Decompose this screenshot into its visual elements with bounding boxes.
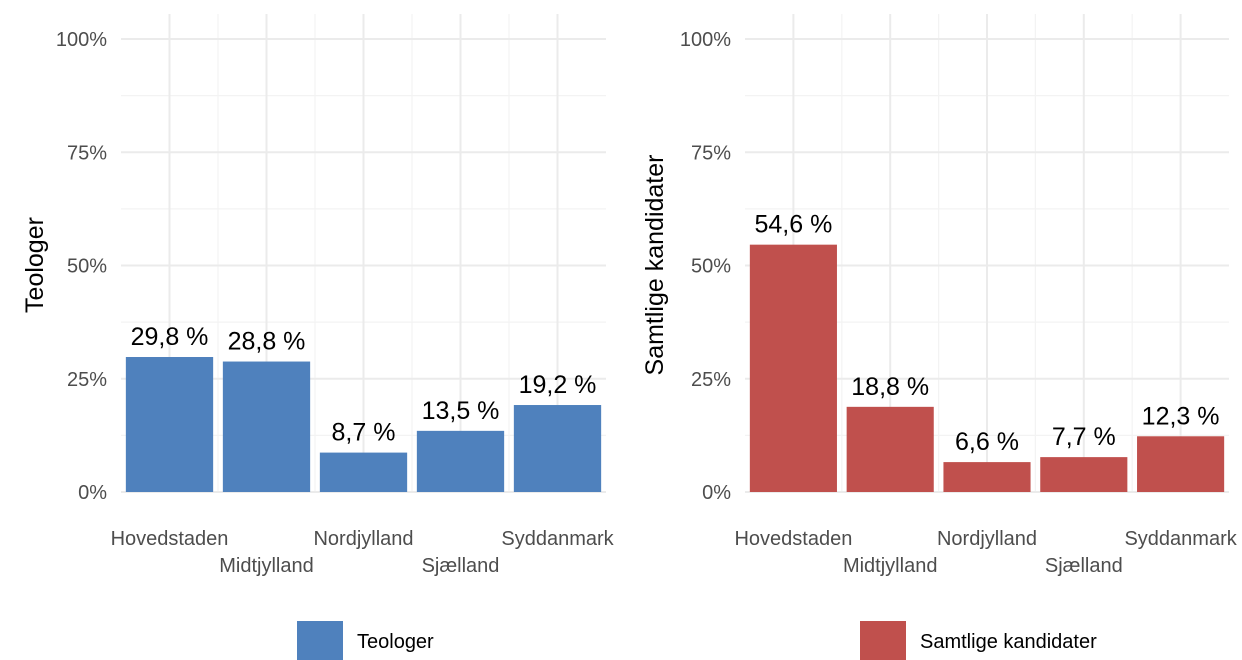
- bar-sjælland: [416, 430, 505, 492]
- x-tick-label: Syddanmark: [501, 528, 614, 550]
- chart-panel-2: 0% 25% 50% 75% 100% 54,6 % 18,8 % 6,6 % 7,7 % 12,…: [641, 14, 1238, 660]
- y-tick-label: 25%: [67, 369, 107, 391]
- bar-syddanmark: [513, 405, 602, 492]
- data-label: 19,2 %: [519, 371, 597, 399]
- legend-label: Samtlige kandidater: [920, 631, 1097, 653]
- y-tick-label: 0%: [702, 482, 731, 504]
- legend-swatch: [860, 621, 906, 660]
- bar-sjælland: [1040, 457, 1128, 492]
- legend-swatch: [297, 621, 343, 660]
- y-tick-label: 75%: [67, 142, 107, 164]
- data-label: 28,8 %: [228, 328, 306, 356]
- y-axis-title: Samtlige kandidater: [641, 155, 669, 376]
- chart-panel-1: 0% 25% 50% 75% 100% 29,8 % 28,8 % 8,7 % 13,5 % 19…: [21, 14, 615, 660]
- data-label: 8,7 %: [332, 419, 396, 447]
- data-label: 6,6 %: [955, 428, 1019, 456]
- x-tick-label: Midtjylland: [219, 555, 313, 577]
- y-tick-label: 0%: [78, 482, 107, 504]
- x-tick-label: Sjælland: [1045, 555, 1123, 577]
- x-tick-label: Nordjylland: [313, 528, 413, 550]
- x-tick-label: Nordjylland: [937, 528, 1037, 550]
- bar-nordjylland: [319, 452, 408, 492]
- y-tick-label: 50%: [691, 256, 731, 278]
- bar-hovedstaden: [125, 357, 214, 492]
- x-tick-label: Hovedstaden: [111, 528, 229, 550]
- data-label: 29,8 %: [131, 323, 209, 351]
- data-label: 18,8 %: [851, 373, 929, 401]
- x-tick-label: Syddanmark: [1124, 528, 1237, 550]
- bar-nordjylland: [943, 462, 1031, 492]
- bar-syddanmark: [1137, 436, 1225, 492]
- bar-hovedstaden: [749, 244, 837, 492]
- x-tick-label: Sjælland: [422, 555, 500, 577]
- data-label: 7,7 %: [1052, 423, 1116, 451]
- y-tick-label: 50%: [67, 256, 107, 278]
- legend-label: Teologer: [357, 631, 434, 653]
- data-label: 13,5 %: [422, 397, 500, 425]
- y-tick-label: 75%: [691, 142, 731, 164]
- y-axis-title: Teologer: [21, 217, 49, 313]
- y-tick-label: 25%: [691, 369, 731, 391]
- y-tick-label: 100%: [680, 29, 731, 51]
- y-tick-label: 100%: [56, 29, 107, 51]
- bar-midtjylland: [222, 361, 311, 492]
- data-label: 54,6 %: [754, 211, 832, 239]
- x-tick-label: Hovedstaden: [734, 528, 852, 550]
- x-tick-label: Midtjylland: [843, 555, 937, 577]
- bar-midtjylland: [846, 406, 934, 492]
- data-label: 12,3 %: [1142, 402, 1220, 430]
